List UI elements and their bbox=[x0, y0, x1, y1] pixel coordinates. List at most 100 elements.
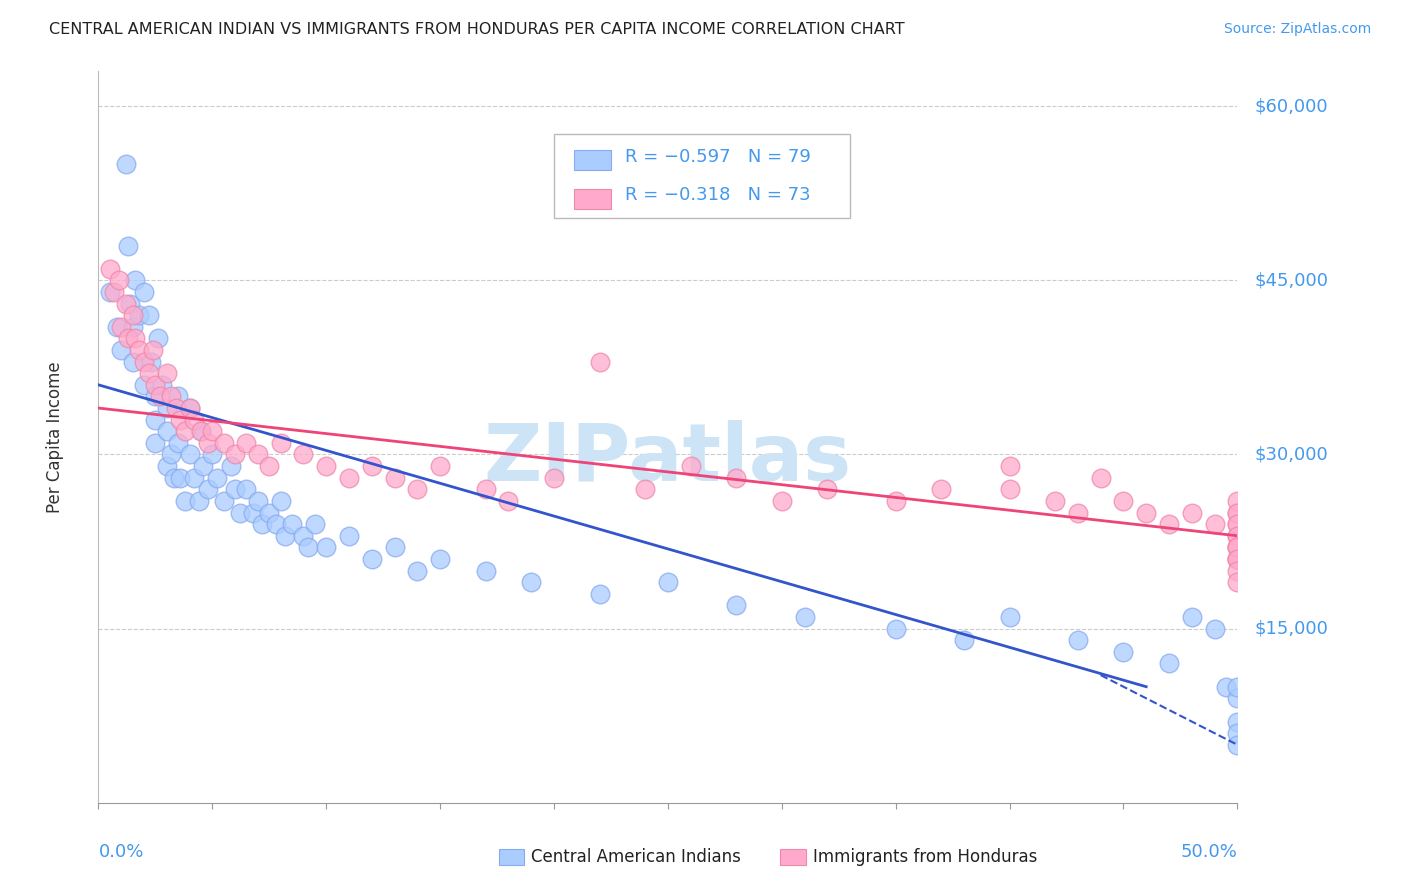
Point bbox=[1067, 633, 1090, 648]
Point bbox=[246, 448, 269, 462]
Point bbox=[156, 424, 179, 438]
Point bbox=[1226, 506, 1249, 520]
Point bbox=[884, 494, 907, 508]
Point bbox=[145, 389, 167, 403]
Text: CENTRAL AMERICAN INDIAN VS IMMIGRANTS FROM HONDURAS PER CAPITA INCOME CORRELATIO: CENTRAL AMERICAN INDIAN VS IMMIGRANTS FR… bbox=[49, 22, 905, 37]
Point bbox=[1226, 552, 1249, 566]
Point bbox=[156, 459, 179, 474]
Point bbox=[110, 343, 132, 357]
Point bbox=[588, 587, 610, 601]
Point bbox=[337, 471, 360, 485]
Point bbox=[815, 483, 838, 497]
Point bbox=[169, 412, 191, 426]
Point bbox=[725, 471, 748, 485]
Point bbox=[224, 448, 246, 462]
Point bbox=[292, 448, 315, 462]
Point bbox=[474, 483, 496, 497]
Point bbox=[770, 494, 793, 508]
Point bbox=[128, 308, 150, 322]
Text: R = −0.318   N = 73: R = −0.318 N = 73 bbox=[624, 186, 810, 204]
Point bbox=[1157, 517, 1180, 532]
Point bbox=[138, 366, 160, 380]
Point bbox=[1226, 517, 1249, 532]
Point bbox=[1112, 494, 1135, 508]
Point bbox=[998, 459, 1021, 474]
Point bbox=[384, 471, 406, 485]
Point bbox=[270, 436, 292, 450]
Text: 0.0%: 0.0% bbox=[98, 843, 143, 861]
Text: $30,000: $30,000 bbox=[1254, 445, 1329, 464]
Point bbox=[212, 494, 235, 508]
Text: 50.0%: 50.0% bbox=[1181, 843, 1237, 861]
Point bbox=[498, 494, 520, 508]
Point bbox=[1226, 541, 1249, 555]
Text: Per Capita Income: Per Capita Income bbox=[46, 361, 65, 513]
Point bbox=[384, 541, 406, 555]
Point bbox=[146, 331, 169, 345]
Point bbox=[120, 296, 142, 310]
Point bbox=[150, 377, 173, 392]
Bar bbox=[575, 188, 612, 209]
Point bbox=[304, 517, 326, 532]
Text: Source: ZipAtlas.com: Source: ZipAtlas.com bbox=[1223, 22, 1371, 37]
Point bbox=[429, 552, 451, 566]
Point bbox=[174, 424, 197, 438]
Point bbox=[174, 494, 197, 508]
Point bbox=[98, 261, 121, 276]
Point bbox=[145, 436, 167, 450]
Point bbox=[138, 308, 160, 322]
Point bbox=[242, 506, 264, 520]
Point bbox=[259, 459, 281, 474]
Point bbox=[117, 238, 139, 252]
Point bbox=[132, 377, 155, 392]
Point bbox=[228, 506, 250, 520]
Point bbox=[205, 471, 228, 485]
Point bbox=[360, 552, 382, 566]
Point bbox=[1226, 680, 1249, 694]
Text: Central American Indians: Central American Indians bbox=[531, 848, 741, 866]
Point bbox=[98, 285, 121, 299]
Point bbox=[998, 483, 1021, 497]
Point bbox=[179, 448, 201, 462]
Point bbox=[998, 610, 1021, 624]
Text: ZIPatlas: ZIPatlas bbox=[484, 420, 852, 498]
Point bbox=[1204, 622, 1226, 636]
Point bbox=[274, 529, 297, 543]
Point bbox=[725, 599, 748, 613]
Point bbox=[252, 517, 274, 532]
Point bbox=[235, 436, 257, 450]
Point bbox=[1226, 714, 1249, 729]
Point bbox=[1181, 506, 1204, 520]
Point bbox=[160, 448, 183, 462]
Point bbox=[167, 436, 190, 450]
Point bbox=[124, 273, 146, 287]
Point bbox=[270, 494, 292, 508]
Point bbox=[156, 401, 179, 415]
Point bbox=[1226, 564, 1249, 578]
Point bbox=[103, 285, 125, 299]
Point bbox=[474, 564, 496, 578]
Point bbox=[124, 331, 146, 345]
Point bbox=[543, 471, 565, 485]
Point bbox=[1226, 517, 1249, 532]
Point bbox=[1157, 657, 1180, 671]
Point bbox=[128, 343, 150, 357]
Point bbox=[1226, 494, 1249, 508]
Point bbox=[190, 424, 212, 438]
Point bbox=[121, 308, 143, 322]
Point bbox=[1226, 726, 1249, 740]
Point bbox=[114, 157, 136, 171]
Point bbox=[1226, 541, 1249, 555]
Point bbox=[264, 517, 287, 532]
Point bbox=[139, 354, 162, 368]
Point bbox=[197, 483, 219, 497]
Point bbox=[953, 633, 976, 648]
Point bbox=[929, 483, 952, 497]
Text: $15,000: $15,000 bbox=[1254, 620, 1329, 638]
Point bbox=[183, 412, 205, 426]
Point bbox=[315, 541, 337, 555]
Point bbox=[1043, 494, 1066, 508]
Point bbox=[110, 319, 132, 334]
Point bbox=[169, 471, 191, 485]
Point bbox=[190, 424, 212, 438]
